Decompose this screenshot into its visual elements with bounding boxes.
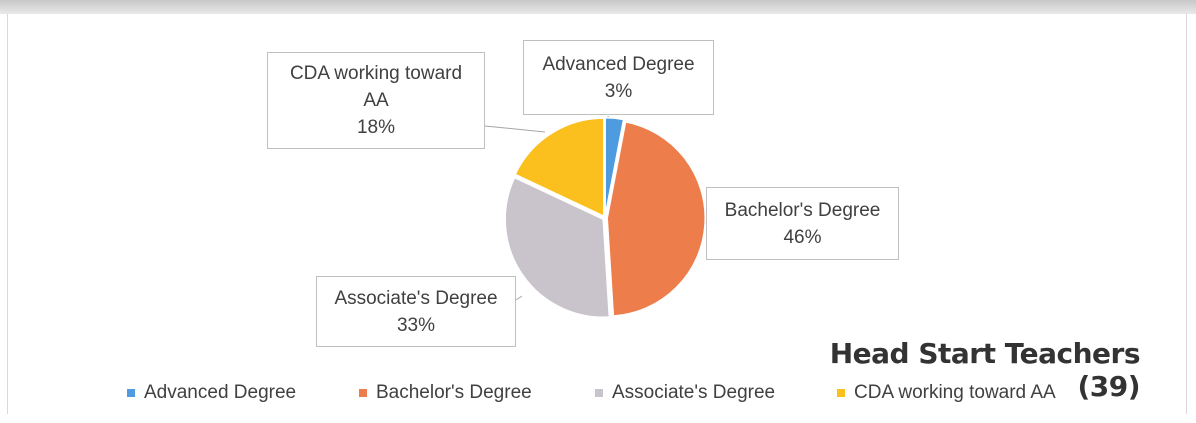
data-label-bachelor-name: Bachelor's Degree: [724, 199, 881, 221]
legend-label-bachelor: Bachelor's Degree: [376, 382, 532, 403]
legend-item-cda: CDA working toward AA: [837, 380, 1056, 406]
data-label-associate-name: Associate's Degree: [334, 287, 498, 309]
legend-swatch-associate: [595, 389, 603, 397]
chart-legend: Advanced Degree Bachelor's Degree Associ…: [0, 380, 1196, 410]
pie-slice-advanced: [604, 117, 625, 216]
pie-slice-bachelor: [606, 120, 706, 317]
chart-title: Head Start Teachers (39): [829, 337, 1141, 403]
leader-line-associate: [515, 295, 523, 301]
data-label-advanced: Advanced Degree 3%: [523, 40, 714, 115]
leader-line-cda: [484, 125, 546, 133]
legend-item-associate: Associate's Degree: [595, 380, 775, 406]
data-label-bachelor-percent: 46%: [783, 226, 822, 248]
scan-right-edge: [1186, 14, 1187, 414]
legend-swatch-advanced: [127, 389, 135, 397]
legend-swatch-cda: [837, 389, 845, 397]
legend-item-bachelor: Bachelor's Degree: [359, 380, 532, 406]
legend-swatch-bachelor: [359, 389, 367, 397]
legend-label-associate: Associate's Degree: [612, 382, 776, 403]
data-label-cda-percent: 18%: [356, 117, 396, 138]
pie-slice-associate: [504, 176, 611, 318]
data-label-associate-percent: 33%: [396, 314, 436, 336]
pie-slice-cda: [514, 117, 605, 218]
data-label-cda-line2: AA: [363, 90, 389, 111]
data-label-bachelor: Bachelor's Degree 46%: [706, 187, 899, 260]
data-label-advanced-name: Advanced Degree: [542, 53, 695, 75]
legend-label-cda: CDA working toward AA: [854, 382, 1056, 403]
data-label-cda-line1: CDA working toward: [289, 63, 463, 84]
scan-top-edge: [0, 0, 1196, 14]
legend-label-advanced: Advanced Degree: [144, 382, 297, 403]
data-label-cda: CDA working toward AA 18%: [267, 52, 485, 149]
scan-left-edge: [7, 14, 8, 414]
legend-item-advanced: Advanced Degree: [127, 380, 296, 406]
data-label-associate: Associate's Degree 33%: [316, 276, 516, 347]
pie-slices: [504, 117, 706, 318]
data-label-advanced-percent: 3%: [604, 80, 633, 102]
